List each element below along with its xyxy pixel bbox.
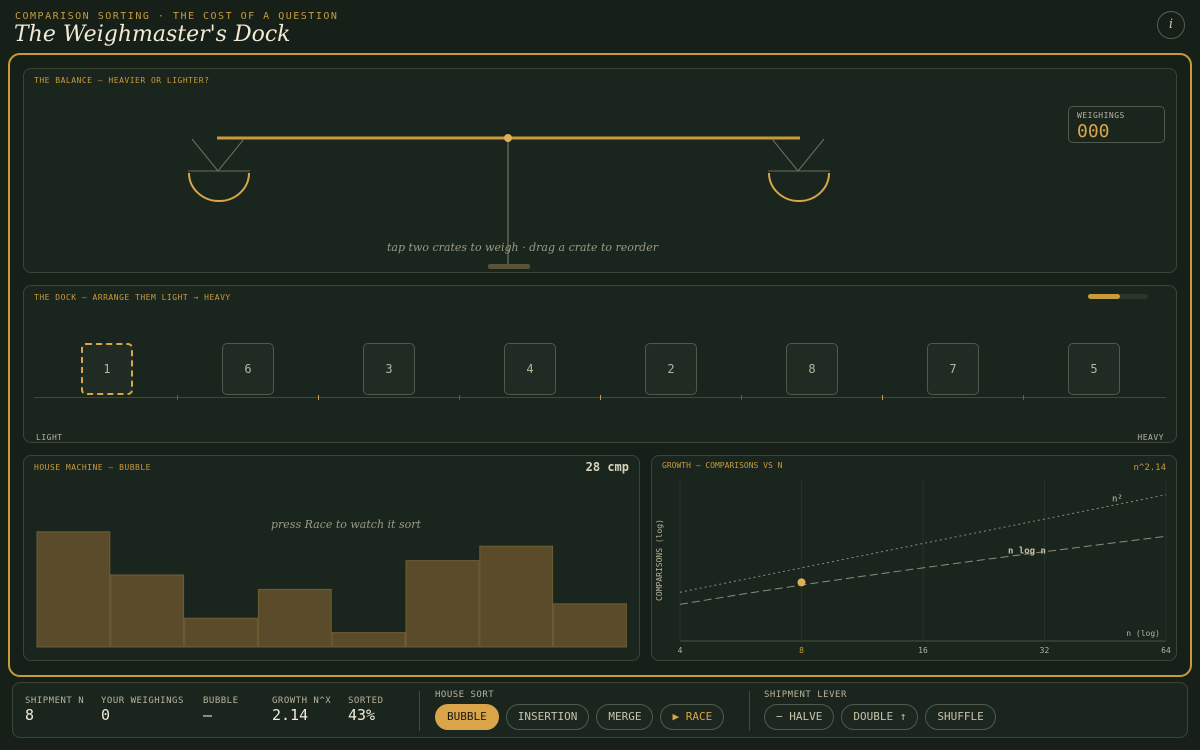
button[interactable]: BUBBLE [435,704,499,730]
crate[interactable]: 4 [504,343,556,395]
counter-label: WEIGHINGS [1077,111,1125,120]
footer: HOUSE SORT SHIPMENT LEVER SHIPMENT N 8 YOU… [12,682,1188,738]
curve [679,535,1167,605]
hint: press Race to watch it sort [271,518,421,531]
dock-tick [459,395,460,400]
progress [1088,294,1148,299]
x-tick-label: 16 [918,646,928,655]
y-axis-label: COMPARISONS (log) [655,519,664,601]
button[interactable]: INSERTION [505,704,590,730]
stat-label: GROWTH N^X [272,696,332,706]
stat-value: 2.14 [272,706,309,724]
crate[interactable]: 2 [645,343,697,395]
bar [184,617,258,648]
stat-value: — [203,706,213,724]
curve-label: n log n [1008,547,1046,557]
dock-tick [318,395,319,400]
stat-label: SHIPMENT N [25,696,85,706]
frame [8,53,1192,677]
x-axis-label: n (log) [1126,629,1160,638]
bars [36,531,627,648]
dock-tick [1023,395,1024,400]
crate[interactable]: 5 [1068,343,1120,395]
crate[interactable]: 7 [927,343,979,395]
bar [36,531,111,648]
button[interactable]: DOUBLE ↑ [841,704,919,730]
bar [331,632,406,648]
button-row: − HALVE DOUBLE ↑ SHUFFLE [764,704,996,730]
bar [405,560,480,648]
crate[interactable]: 6 [222,343,274,395]
dock-tick [600,395,601,400]
page-title: The Weighmaster's Dock [14,22,291,47]
stat-label: BUBBLE [203,696,239,706]
dock-panel: THE DOCK — ARRANGE THEM LIGHT → HEAVY LI… [23,285,1177,443]
light-label: LIGHT [36,433,63,442]
panel-label: GROWTH — COMPARISONS VS N [662,461,783,470]
heavy-label: HEAVY [1137,433,1164,442]
crate[interactable]: 8 [786,343,838,395]
x-tick-label: 32 [1040,646,1050,655]
hint: tap two crates to weigh · drag a crate t… [387,241,658,254]
exponent: n^2.14 [1133,463,1166,473]
info-button[interactable]: i [1157,11,1185,39]
group-label: SHIPMENT LEVER [764,690,847,700]
machine-panel: HOUSE MACHINE — BUBBLE 28 cmp press Race… [23,455,640,661]
stat-label: YOUR WEIGHINGS [101,696,184,706]
curve-label: n² [1112,494,1123,504]
dock-tick [177,395,178,400]
stat-label: SORTED [348,696,384,706]
stat-value: 43% [348,706,376,724]
panel-label: HOUSE MACHINE — BUBBLE [34,463,151,472]
balance-panel: THE BALANCE — HEAVIER OR LIGHTER? tap tw… [23,68,1177,273]
bar [479,545,554,648]
button[interactable]: ▶ RACE [660,704,725,730]
growth-chart: GROWTH — COMPARISONS VS N n^2.14 n (log)… [655,461,1171,655]
growth-panel: GROWTH — COMPARISONS VS N n^2.14 n (log)… [651,455,1177,661]
data-point [797,578,806,587]
kicker: COMPARISON SORTING · THE COST OF A QUEST… [15,11,339,22]
dock-tick [882,395,883,400]
counter: 000 [1077,121,1110,142]
dock-tick [741,395,742,400]
button[interactable]: − HALVE [764,704,835,730]
counter-box: WEIGHINGS 000 [1068,106,1165,143]
crate[interactable]: 1 [81,343,133,395]
button[interactable]: MERGE [596,704,654,730]
bar [110,574,185,648]
group-label: HOUSE SORT [435,690,495,700]
button[interactable]: SHUFFLE [925,704,996,730]
bar [553,603,627,648]
x-tick-label: 64 [1161,646,1171,655]
x-tick-label: 8 [799,646,804,655]
scale [188,134,830,269]
stat-value: 8 [25,706,35,724]
panel-label: THE DOCK — ARRANGE THEM LIGHT → HEAVY [34,293,231,302]
cmp-count: 28 cmp [585,460,629,474]
stat-value: 0 [101,706,111,724]
crate[interactable]: 3 [363,343,415,395]
bar [257,588,332,648]
panel-label: THE BALANCE — HEAVIER OR LIGHTER? [34,76,210,85]
x-tick-label: 4 [678,646,683,655]
button-row: BUBBLE INSERTION MERGE ▶ RACE [435,704,725,730]
